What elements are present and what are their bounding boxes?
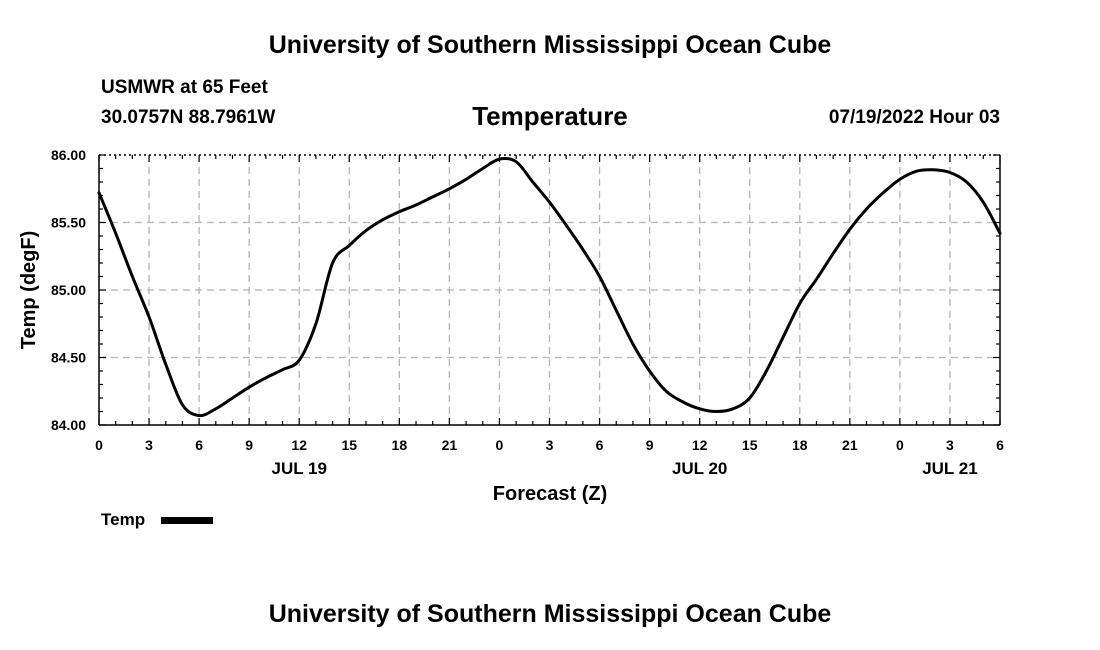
x-tick-label: 18 <box>792 437 808 453</box>
x-tick-label: 3 <box>946 437 954 453</box>
y-tick-label: 84.50 <box>51 350 86 366</box>
legend: Temp <box>101 510 213 529</box>
x-tick-label: 6 <box>996 437 1004 453</box>
forecast-datetime: 07/19/2022 Hour 03 <box>828 107 1000 128</box>
x-tick-label: 15 <box>742 437 758 453</box>
x-tick-label: 9 <box>646 437 654 453</box>
x-tick-label: 3 <box>145 437 153 453</box>
series-line-temp <box>97 156 1002 418</box>
x-tick-label: 0 <box>896 437 904 453</box>
y-tick-label: 85.50 <box>51 215 86 231</box>
x-tick-label: 15 <box>341 437 357 453</box>
x-tick-label: 12 <box>291 437 307 453</box>
station-coordinates: 30.0757N 88.7961W <box>101 107 276 128</box>
x-axis-label: Forecast (Z) <box>493 483 607 505</box>
page-title-top: University of Southern Mississippi Ocean… <box>268 31 832 59</box>
station-name: USMWR at 65 Feet <box>101 77 268 98</box>
date-label: JUL 21 <box>922 459 977 478</box>
date-labels: JUL 19 JUL 20 JUL 21 <box>271 459 977 478</box>
x-tick-label: 6 <box>596 437 604 453</box>
legend-label-temp: Temp <box>101 510 145 529</box>
legend-swatch-temp <box>161 517 213 524</box>
x-tick-label: 0 <box>496 437 504 453</box>
y-tick-label: 86.00 <box>51 147 86 163</box>
x-tick-label: 3 <box>546 437 554 453</box>
axis-ticks <box>98 154 1001 426</box>
chart-title: Temperature <box>472 101 628 131</box>
y-tick-label: 85.00 <box>51 282 86 298</box>
y-tick-labels: 84.00 84.50 85.00 85.50 86.00 <box>51 147 86 433</box>
x-tick-label: 21 <box>842 437 858 453</box>
x-tick-label: 18 <box>392 437 408 453</box>
page-title-bottom: University of Southern Mississippi Ocean… <box>268 600 832 628</box>
grid-lines <box>99 155 1000 425</box>
x-tick-label: 6 <box>195 437 203 453</box>
x-tick-label: 21 <box>442 437 458 453</box>
y-axis-label: Temp (degF) <box>18 231 40 350</box>
x-tick-label: 0 <box>95 437 103 453</box>
x-tick-label: 12 <box>692 437 708 453</box>
x-tick-label: 9 <box>245 437 253 453</box>
date-label: JUL 20 <box>672 459 727 478</box>
x-tick-labels: 0 3 6 9 12 15 18 21 0 3 6 9 12 15 18 21 0 3 6 <box>95 437 1004 453</box>
y-tick-label: 84.00 <box>51 417 86 433</box>
date-label: JUL 19 <box>271 459 326 478</box>
